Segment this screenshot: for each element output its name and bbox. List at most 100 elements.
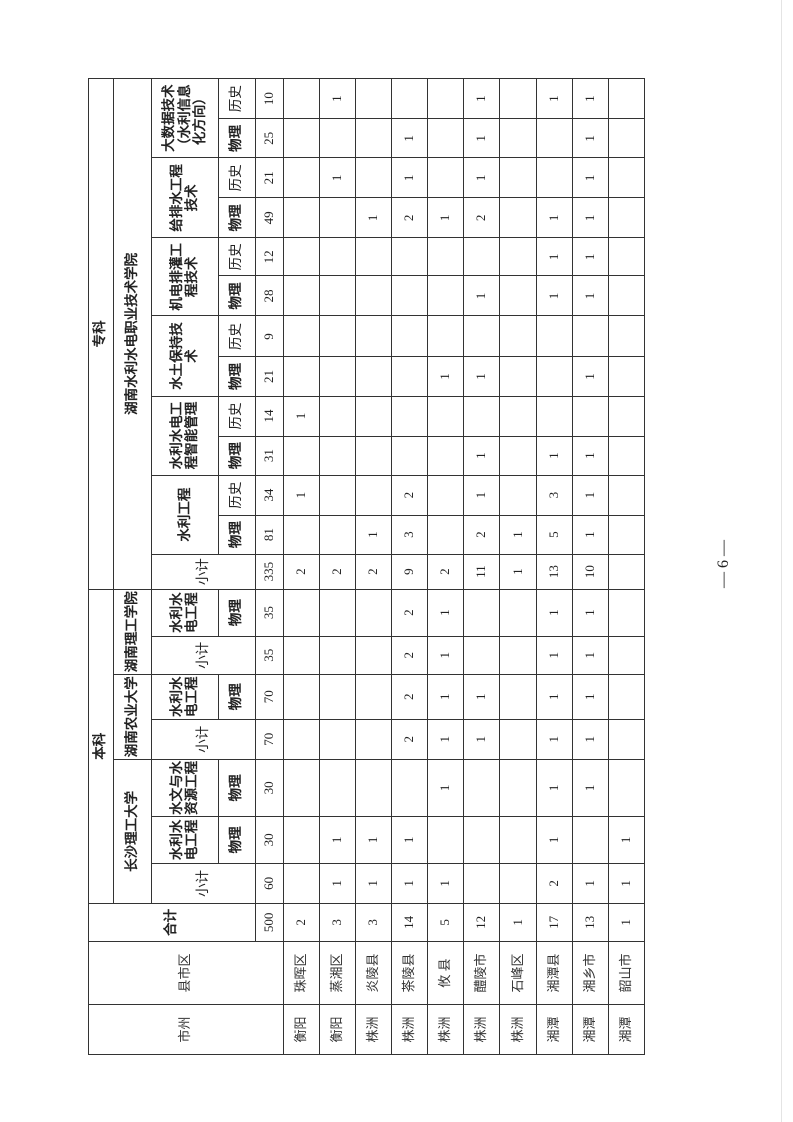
value-cell [463, 863, 500, 904]
value-cell [319, 515, 356, 555]
table-row: 株洲 醴陵市 12 1 1 11 2 1 1 1 1 2 1 1 1 [463, 78, 500, 1055]
value-cell [283, 674, 320, 720]
value-cell: 1 [283, 396, 320, 437]
total-cell: 70 [255, 674, 284, 720]
value-cell [355, 118, 392, 158]
value-cell: 2 [463, 515, 500, 555]
value-cell [499, 78, 537, 119]
total-cell: 35 [255, 636, 284, 675]
value-cell: 1 [355, 197, 392, 238]
value-cell [608, 237, 645, 276]
value-cell [608, 515, 645, 555]
total-cell: 12 [255, 237, 284, 276]
value-cell [427, 436, 464, 476]
value-cell [499, 315, 537, 357]
value-cell: 1 [355, 863, 392, 904]
value-cell: 1 [319, 78, 356, 119]
header-institution-csust: 长沙理工大学 [113, 759, 152, 904]
value-cell: 1 [572, 118, 609, 158]
table-row: 湘潭 韶山市 1 1 1 [608, 78, 645, 1055]
value-cell: 2 [463, 197, 500, 238]
total-cell: 30 [255, 759, 284, 817]
total-cell: 335 [255, 554, 284, 590]
value-cell [536, 157, 573, 198]
value-cell [427, 515, 464, 555]
table-row: 衡阳 珠晖区 2 2 1 1 [283, 78, 320, 1055]
value-cell: 1 [572, 589, 609, 637]
value-cell: 1 [572, 356, 609, 397]
value-cell [355, 589, 392, 637]
district-cell: 醴陵市 [463, 941, 500, 1005]
value-cell: 1 [536, 436, 573, 476]
value-cell: 2 [355, 554, 392, 590]
value-cell [355, 237, 392, 276]
value-cell: 1 [536, 589, 573, 637]
table-row: 株洲 炎陵县 3 1 1 2 1 1 [355, 78, 392, 1055]
header-subtotal-hnwp: 小计 [151, 554, 256, 590]
value-cell [391, 78, 428, 119]
value-cell: 1 [427, 589, 464, 637]
value-cell [499, 816, 537, 864]
district-cell: 珠晖区 [283, 941, 320, 1005]
value-cell [283, 118, 320, 158]
total-cell: 10 [255, 78, 284, 119]
value-cell [355, 719, 392, 760]
total-cell: 60 [255, 863, 284, 904]
city-cell: 衡阳 [283, 1004, 320, 1055]
header-physics: 物理 [218, 759, 256, 817]
value-cell [608, 118, 645, 158]
value-cell [427, 315, 464, 357]
value-cell: 3 [355, 903, 392, 942]
value-cell: 1 [463, 275, 500, 316]
header-major: 水土保持技术 [151, 315, 219, 397]
value-cell [283, 237, 320, 276]
header-physics: 物理 [218, 197, 256, 238]
value-cell [499, 237, 537, 276]
header-physics: 物理 [218, 816, 256, 864]
value-cell [608, 554, 645, 590]
district-cell: 蒸湘区 [319, 941, 356, 1005]
value-cell: 2 [391, 475, 428, 516]
value-cell [608, 719, 645, 760]
value-cell [283, 636, 320, 675]
value-cell: 1 [283, 475, 320, 516]
value-cell [608, 315, 645, 357]
value-cell [355, 674, 392, 720]
total-cell: 500 [255, 903, 284, 942]
value-cell: 13 [536, 554, 573, 590]
value-cell: 1 [499, 903, 537, 942]
value-cell [283, 197, 320, 238]
value-cell [319, 315, 356, 357]
district-cell: 韶山市 [608, 941, 645, 1005]
value-cell: 2 [283, 554, 320, 590]
value-cell [499, 863, 537, 904]
total-cell: 81 [255, 515, 284, 555]
value-cell: 1 [355, 816, 392, 864]
value-cell: 1 [463, 118, 500, 158]
value-cell: 1 [499, 515, 537, 555]
header-major: 水文与水资源工程 [151, 759, 219, 817]
header-vocational: 专科 [88, 78, 114, 590]
header-physics: 物理 [218, 515, 256, 555]
value-cell: 1 [572, 863, 609, 904]
value-cell: 1 [572, 78, 609, 119]
city-cell: 株洲 [499, 1004, 537, 1055]
header-history: 历史 [218, 315, 256, 357]
value-cell [319, 237, 356, 276]
value-cell [319, 589, 356, 637]
district-cell: 茶陵县 [391, 941, 428, 1005]
value-cell [608, 356, 645, 397]
city-cell: 湘潭 [608, 1004, 645, 1055]
value-cell: 1 [463, 356, 500, 397]
total-cell: 21 [255, 356, 284, 397]
value-cell [427, 475, 464, 516]
value-cell: 3 [391, 515, 428, 555]
value-cell [608, 436, 645, 476]
value-cell: 2 [536, 863, 573, 904]
total-cell: 9 [255, 315, 284, 357]
value-cell: 2 [391, 589, 428, 637]
value-cell [391, 315, 428, 357]
value-cell [319, 118, 356, 158]
value-cell [283, 515, 320, 555]
value-cell [427, 118, 464, 158]
